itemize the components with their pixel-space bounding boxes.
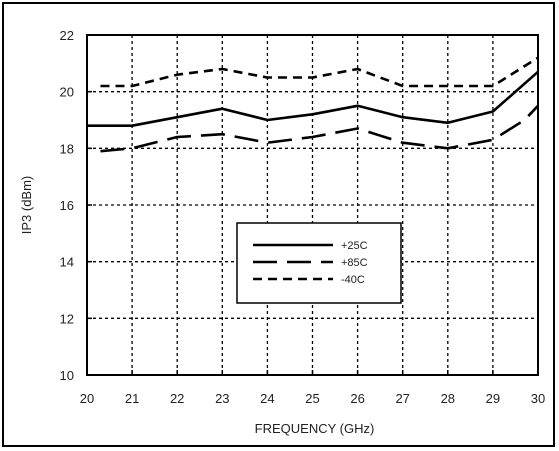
x-tick-label: 30 (531, 391, 545, 406)
x-tick-label: 25 (305, 391, 319, 406)
y-tick-label: 18 (60, 141, 74, 156)
y-tick-label: 14 (60, 255, 74, 270)
series-layer (87, 56, 539, 153)
tick-labels: 20 21 22 23 24 25 26 27 28 29 30 10 12 14 16 18 20 22 (60, 28, 546, 406)
legend-label-2: -40C (341, 274, 365, 286)
chart-svg: +25C +85C -40C 20 21 22 23 24 25 26 27 28 29 30 10 12 1… (19, 28, 546, 436)
y-tick-label: 22 (60, 28, 74, 43)
series-line-2 (100, 56, 539, 88)
y-tick-label: 16 (60, 198, 74, 213)
y-axis-title: IP3 (dBm) (19, 176, 34, 235)
legend-label-1: +85C (341, 257, 368, 269)
x-tick-label: 23 (215, 391, 229, 406)
x-tick-label: 24 (260, 391, 274, 406)
x-tick-label: 20 (80, 391, 94, 406)
x-axis-title: FREQUENCY (GHz) (255, 421, 375, 436)
series-line-0 (87, 70, 539, 127)
grid-layer (86, 34, 539, 376)
x-tick-label: 28 (441, 391, 455, 406)
y-tick-label: 20 (60, 85, 74, 100)
x-tick-label: 26 (350, 391, 364, 406)
series-line-1 (100, 104, 539, 153)
legend: +25C +85C -40C (236, 222, 402, 304)
y-tick-label: 12 (60, 311, 74, 326)
legend-label-0: +25C (341, 240, 368, 252)
chart-frame: +25C +85C -40C 20 21 22 23 24 25 26 27 28 29 30 10 12 1… (2, 2, 555, 447)
x-tick-label: 29 (486, 391, 500, 406)
y-tick-label: 10 (60, 368, 74, 383)
x-tick-label: 22 (170, 391, 184, 406)
x-tick-label: 21 (125, 391, 139, 406)
x-tick-label: 27 (395, 391, 409, 406)
